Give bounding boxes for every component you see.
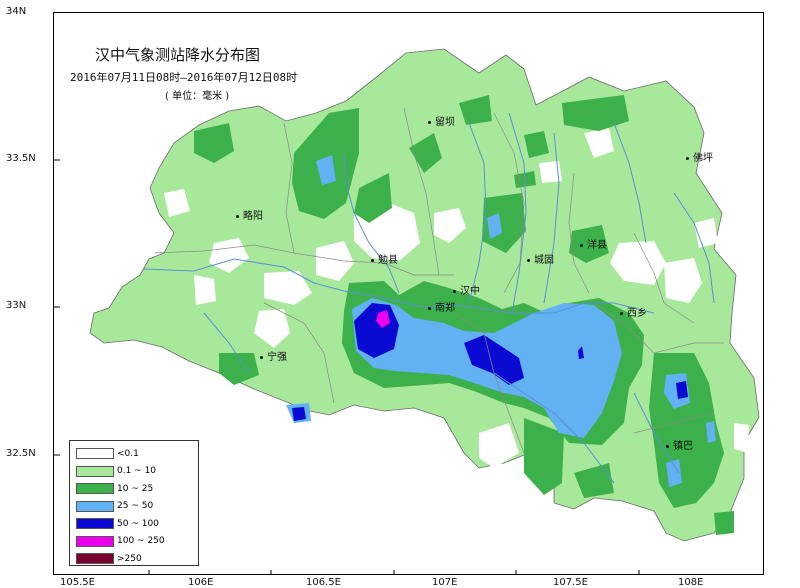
city-liuba: 留坝 bbox=[428, 113, 455, 128]
precipitation-map bbox=[54, 48, 760, 574]
lon-label-107.5: 107.5E bbox=[553, 577, 588, 588]
lon-label-108: 108E bbox=[678, 577, 704, 588]
city-dot-icon bbox=[666, 444, 669, 448]
lon-label-106.5: 106.5E bbox=[306, 577, 341, 588]
precipitation-legend: <0.1 0.1 ~ 10 10 ~ 25 25 ~ 50 50 ~ 100 100 ~ … bbox=[69, 440, 199, 566]
legend-item: >250 bbox=[76, 550, 198, 568]
city-xixiang: 西乡 bbox=[620, 304, 647, 319]
legend-label: >250 bbox=[117, 553, 142, 564]
axis-ticks bbox=[54, 159, 640, 574]
lat-label-33.5: 33.5N bbox=[6, 153, 36, 164]
city-hanzhong: 汉中 bbox=[453, 282, 480, 297]
city-dot-icon bbox=[686, 156, 689, 160]
legend-item: 0.1 ~ 10 bbox=[76, 463, 198, 481]
legend-swatch bbox=[76, 448, 114, 460]
lon-label-107: 107E bbox=[432, 577, 458, 588]
legend-swatch bbox=[76, 465, 114, 477]
legend-item: 10 ~ 25 bbox=[76, 480, 198, 498]
city-dot-icon bbox=[580, 243, 583, 247]
city-dot-icon bbox=[428, 306, 431, 310]
legend-item: 100 ~ 250 bbox=[76, 533, 198, 551]
city-dot-icon bbox=[260, 355, 263, 359]
county-boundaries bbox=[153, 107, 724, 454]
city-dot-icon bbox=[620, 311, 623, 315]
city-zhenba: 镇巴 bbox=[666, 437, 693, 452]
city-dot-icon bbox=[453, 289, 456, 293]
extreme-rain-areas bbox=[376, 310, 390, 328]
legend-label: 50 ~ 100 bbox=[117, 518, 159, 529]
lon-label-105.5: 105.5E bbox=[60, 577, 95, 588]
legend-label: 25 ~ 50 bbox=[117, 501, 154, 512]
legend-item: 25 ~ 50 bbox=[76, 498, 198, 516]
city-chenggu: 城固 bbox=[527, 251, 554, 266]
city-foping: 佛坪 bbox=[686, 149, 713, 164]
city-dot-icon bbox=[371, 258, 374, 262]
map-subtitle: 2016年07月11日08时—2016年07月12日08时 bbox=[70, 71, 298, 84]
lat-label-32.5: 32.5N bbox=[6, 448, 36, 459]
legend-swatch bbox=[76, 483, 114, 495]
map-title: 汉中气象测站降水分布图 bbox=[95, 46, 261, 64]
lon-label-106: 106E bbox=[188, 577, 214, 588]
city-dot-icon bbox=[527, 258, 530, 262]
legend-swatch bbox=[76, 553, 114, 565]
city-nanzheng: 南郑 bbox=[428, 299, 455, 314]
city-yangxian: 洋县 bbox=[580, 236, 607, 251]
city-ningqiang: 宁强 bbox=[260, 348, 287, 363]
legend-label: 0.1 ~ 10 bbox=[117, 466, 157, 477]
city-lueyang: 略阳 bbox=[236, 207, 263, 222]
city-dot-icon bbox=[428, 120, 431, 124]
unit-note: ( 单位：毫米 ) bbox=[165, 91, 230, 102]
legend-swatch bbox=[76, 535, 114, 547]
city-mianxian: 勉县 bbox=[371, 251, 398, 266]
legend-item: <0.1 bbox=[76, 445, 198, 463]
legend-label: 10 ~ 25 bbox=[117, 483, 154, 494]
legend-label: 100 ~ 250 bbox=[117, 536, 165, 547]
legend-item: 50 ~ 100 bbox=[76, 515, 198, 533]
rivers bbox=[143, 112, 715, 484]
lat-label-33: 33N bbox=[6, 300, 27, 311]
city-dot-icon bbox=[236, 214, 239, 218]
legend-swatch bbox=[76, 518, 114, 530]
lat-label-34: 34N bbox=[6, 6, 27, 17]
legend-label: <0.1 bbox=[117, 448, 139, 459]
legend-swatch bbox=[76, 500, 114, 512]
